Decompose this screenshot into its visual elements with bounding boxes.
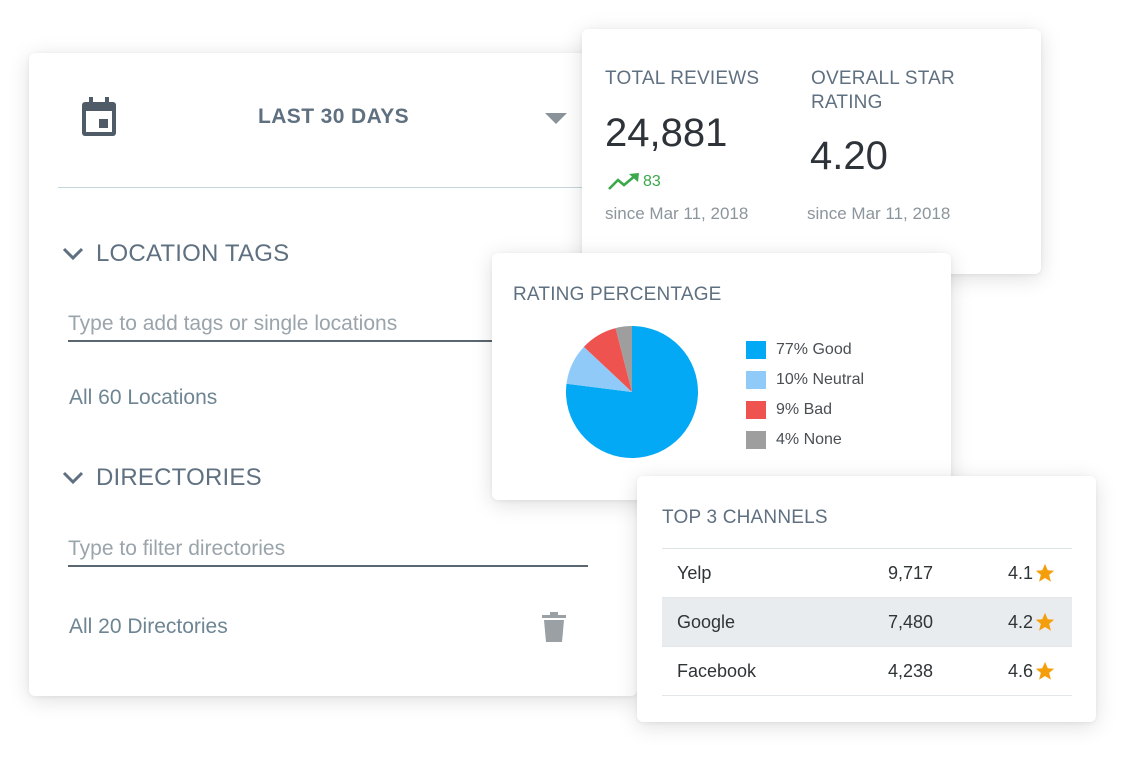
legend-swatch-none (746, 431, 766, 449)
star-icon (1035, 661, 1055, 680)
pie-slice-bad (583, 328, 632, 392)
table-row[interactable]: Facebook 4,238 4.6 (662, 647, 1072, 696)
rating-percentage-card: RATING PERCENTAGE 77% Good 10% Neutral 9… (492, 253, 951, 500)
overall-rating-value: 4.20 (810, 134, 888, 178)
channel-name: Facebook (677, 661, 757, 681)
legend-label-neutral: 10% Neutral (776, 371, 865, 388)
top-channels-title: TOP 3 CHANNELS (662, 507, 828, 528)
totals-card: TOTAL REVIEWS 24,881 83 since Mar 11, 20… (582, 29, 1041, 274)
calendar-icon[interactable] (81, 97, 117, 137)
channel-rating: 4.2 (1008, 612, 1056, 633)
rating-since-date: since Mar 11, 2018 (807, 204, 951, 223)
trending-up-icon (608, 173, 639, 190)
legend-item-bad: 9% Bad (746, 395, 864, 425)
table-row[interactable]: Yelp 9,717 4.1 (662, 549, 1072, 598)
directories-toggle[interactable]: DIRECTORIES (62, 464, 262, 492)
overall-rating-label-line2: RATING (811, 92, 883, 113)
channel-rating-value: 4.6 (1008, 661, 1034, 681)
legend-label-none: 4% None (776, 431, 842, 448)
total-reviews-value: 24,881 (605, 111, 728, 155)
pie-slice-neutral (566, 346, 632, 392)
total-reviews-metric: TOTAL REVIEWS (605, 67, 759, 91)
reviews-trend: 83 (607, 172, 661, 192)
total-reviews-label: TOTAL REVIEWS (605, 68, 760, 89)
rating-percentage-title: RATING PERCENTAGE (513, 284, 722, 305)
table-row[interactable]: Google 7,480 4.2 (662, 598, 1072, 647)
channel-review-count: 4,238 (888, 661, 934, 681)
all-locations-link[interactable]: All 60 Locations (69, 386, 218, 409)
location-tags-heading: LOCATION TAGS (96, 240, 290, 267)
location-tags-input[interactable] (68, 298, 523, 342)
overall-rating-metric: OVERALL STAR RATING (811, 67, 955, 115)
channel-name: Google (677, 612, 736, 632)
location-tags-toggle[interactable]: LOCATION TAGS (62, 240, 289, 268)
chevron-down-icon (62, 247, 84, 261)
all-directories-link[interactable]: All 20 Directories (69, 615, 228, 638)
channel-rating: 4.6 (1008, 661, 1056, 682)
legend-swatch-neutral (746, 371, 766, 389)
star-icon (1035, 612, 1055, 631)
channel-review-count: 7,480 (888, 612, 934, 632)
directories-heading: DIRECTORIES (96, 464, 262, 491)
chevron-down-icon (62, 471, 84, 485)
channel-name: Yelp (677, 563, 712, 583)
legend-label-bad: 9% Bad (776, 401, 833, 418)
legend-swatch-good (746, 341, 766, 359)
reviews-change-value: 83 (643, 173, 661, 190)
overall-rating-label-line1: OVERALL STAR (811, 68, 955, 89)
channel-rating-value: 4.1 (1008, 563, 1034, 583)
top-channels-card: TOP 3 CHANNELS Yelp 9,717 4.1 Google 7,4… (637, 476, 1096, 722)
caret-down-icon[interactable] (545, 113, 567, 125)
reviews-since-date: since Mar 11, 2018 (605, 204, 749, 223)
rating-pie-chart (566, 326, 698, 458)
pie-legend: 77% Good 10% Neutral 9% Bad 4% None (746, 335, 864, 455)
divider (58, 187, 637, 188)
star-icon (1035, 563, 1055, 582)
channel-rating: 4.1 (1008, 563, 1056, 584)
date-range-label[interactable]: LAST 30 DAYS (258, 105, 410, 128)
trash-icon[interactable] (542, 612, 566, 642)
legend-label-good: 77% Good (776, 341, 852, 358)
channel-rating-value: 4.2 (1008, 612, 1034, 632)
legend-item-good: 77% Good (746, 335, 864, 365)
pie-slice-none (615, 326, 632, 392)
legend-item-neutral: 10% Neutral (746, 365, 864, 395)
directories-filter-input[interactable] (68, 523, 588, 567)
channel-review-count: 9,717 (888, 563, 934, 583)
legend-swatch-bad (746, 401, 766, 419)
legend-item-none: 4% None (746, 425, 864, 455)
date-range-selector[interactable]: LAST 30 DAYS (29, 53, 637, 188)
channels-table: Yelp 9,717 4.1 Google 7,480 4.2 Facebook… (662, 548, 1072, 696)
